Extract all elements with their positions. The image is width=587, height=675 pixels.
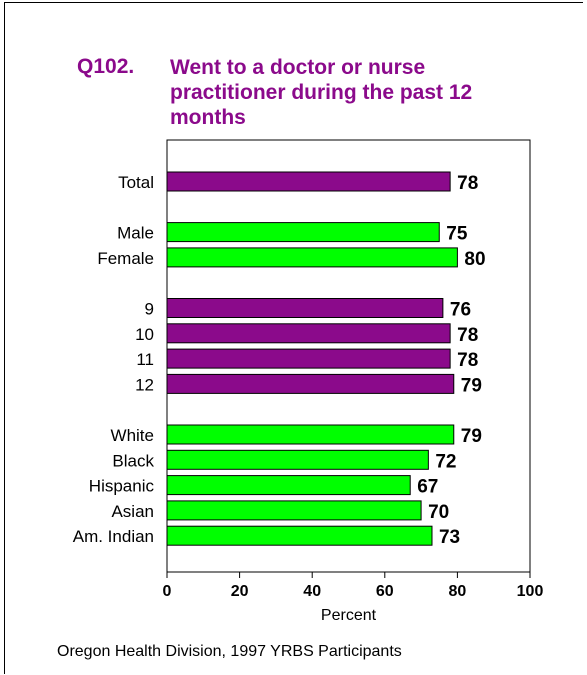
data-label: 67 bbox=[417, 477, 438, 498]
frame-left-border bbox=[4, 2, 5, 674]
x-tick-label: 0 bbox=[163, 583, 172, 600]
data-label: 78 bbox=[457, 325, 478, 346]
category-label: 11 bbox=[136, 350, 154, 369]
bar bbox=[166, 323, 451, 344]
frame-top-border bbox=[4, 2, 583, 3]
bar bbox=[166, 171, 451, 192]
data-label: 76 bbox=[450, 300, 471, 321]
question-title-line-3: months bbox=[170, 106, 246, 129]
bar bbox=[166, 348, 451, 369]
category-label: Total bbox=[118, 173, 154, 192]
bar bbox=[166, 247, 458, 268]
bar bbox=[166, 475, 411, 496]
data-label: 75 bbox=[446, 224, 468, 245]
category-label: White bbox=[111, 426, 154, 445]
bar bbox=[166, 373, 455, 394]
bar bbox=[166, 500, 422, 521]
bar bbox=[166, 424, 455, 445]
category-label: Hispanic bbox=[89, 477, 155, 496]
data-label: 72 bbox=[435, 451, 456, 472]
question-number: Q102. bbox=[77, 55, 135, 78]
category-label: Male bbox=[117, 224, 154, 243]
question-title: Went to a doctor or nurse practitioner d… bbox=[170, 55, 570, 130]
data-label: 73 bbox=[439, 527, 460, 548]
category-label: Am. Indian bbox=[73, 527, 154, 546]
data-label: 80 bbox=[464, 249, 485, 270]
x-tick-label: 40 bbox=[303, 583, 321, 600]
x-tick-label: 20 bbox=[231, 583, 249, 600]
question-title-line-2: practitioner during the past 12 bbox=[170, 81, 473, 104]
category-label: Asian bbox=[111, 502, 154, 521]
data-label: 78 bbox=[457, 173, 478, 194]
x-axis-label: Percent bbox=[321, 607, 377, 624]
question-title-line-1: Went to a doctor or nurse bbox=[170, 56, 426, 79]
x-tick-label: 80 bbox=[449, 583, 467, 600]
category-label: 9 bbox=[145, 300, 154, 319]
category-label: 10 bbox=[135, 325, 154, 344]
data-label: 78 bbox=[457, 350, 478, 371]
bar bbox=[166, 222, 440, 243]
x-tick-label: 100 bbox=[517, 583, 544, 600]
data-label: 70 bbox=[428, 502, 449, 523]
footer-source: Oregon Health Division, 1997 YRBS Partic… bbox=[57, 643, 402, 660]
x-tick-label: 60 bbox=[376, 583, 394, 600]
category-label: Black bbox=[112, 451, 154, 470]
category-label: Female bbox=[97, 249, 154, 268]
bar bbox=[166, 525, 433, 546]
data-label: 79 bbox=[461, 426, 482, 447]
bar bbox=[166, 298, 444, 318]
data-label: 79 bbox=[461, 375, 482, 396]
category-label: 12 bbox=[135, 375, 154, 394]
bar bbox=[166, 449, 429, 470]
